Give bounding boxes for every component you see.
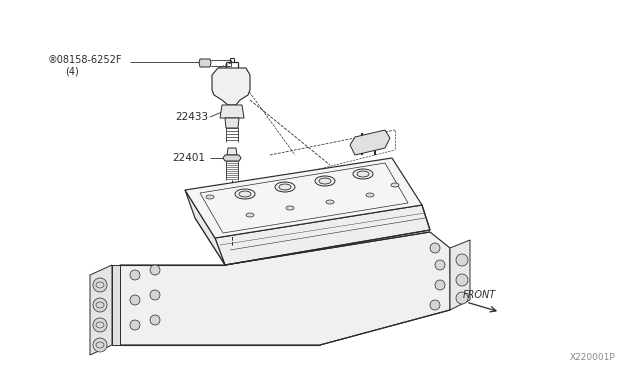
Circle shape — [430, 300, 440, 310]
Circle shape — [456, 274, 468, 286]
Ellipse shape — [366, 193, 374, 197]
Polygon shape — [185, 190, 225, 265]
Circle shape — [435, 280, 445, 290]
Ellipse shape — [326, 200, 334, 204]
Polygon shape — [450, 240, 470, 310]
Ellipse shape — [357, 171, 369, 177]
Text: X220001P: X220001P — [570, 353, 616, 362]
Polygon shape — [199, 59, 211, 67]
Polygon shape — [225, 118, 239, 128]
Ellipse shape — [206, 195, 214, 199]
Polygon shape — [223, 155, 241, 161]
Polygon shape — [227, 148, 237, 155]
Polygon shape — [220, 105, 244, 118]
Circle shape — [130, 270, 140, 280]
Polygon shape — [215, 205, 430, 265]
Ellipse shape — [286, 206, 294, 210]
Ellipse shape — [391, 183, 399, 187]
Circle shape — [435, 260, 445, 270]
Circle shape — [130, 320, 140, 330]
Text: (4): (4) — [65, 67, 79, 77]
Circle shape — [150, 290, 160, 300]
Polygon shape — [350, 130, 390, 155]
Polygon shape — [120, 232, 450, 345]
Ellipse shape — [279, 184, 291, 190]
Circle shape — [93, 298, 107, 312]
Text: 22433: 22433 — [175, 112, 208, 122]
Circle shape — [93, 338, 107, 352]
Polygon shape — [90, 265, 112, 355]
Text: ®08158-6252F: ®08158-6252F — [48, 55, 122, 65]
Polygon shape — [185, 158, 422, 238]
Text: FRONT: FRONT — [463, 290, 496, 300]
Ellipse shape — [246, 213, 254, 217]
Circle shape — [93, 318, 107, 332]
Circle shape — [130, 295, 140, 305]
Circle shape — [150, 265, 160, 275]
Circle shape — [456, 292, 468, 304]
Ellipse shape — [319, 178, 331, 184]
Circle shape — [150, 315, 160, 325]
Circle shape — [93, 278, 107, 292]
Polygon shape — [212, 68, 250, 105]
Ellipse shape — [239, 191, 251, 197]
Text: 22401: 22401 — [172, 153, 205, 163]
Polygon shape — [112, 265, 120, 345]
Circle shape — [456, 254, 468, 266]
Circle shape — [430, 243, 440, 253]
